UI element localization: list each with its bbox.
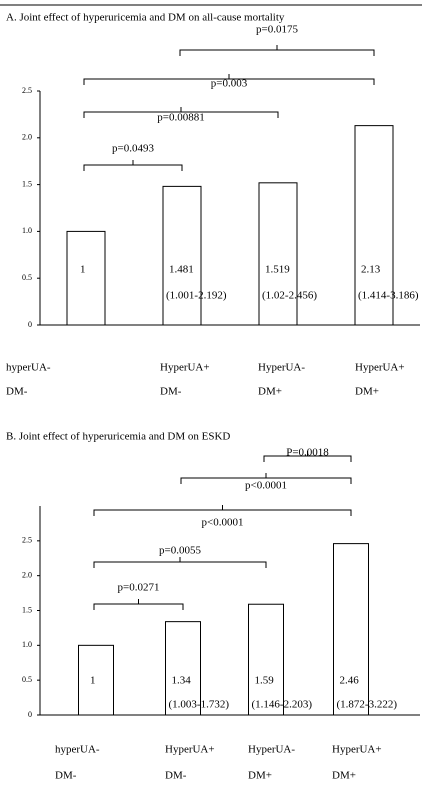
y-tick-label: 1.0: [22, 640, 32, 649]
x-tick-label: DM-: [165, 770, 187, 782]
ci-label: (1.02-2.456): [262, 290, 317, 302]
value-label: 1.519: [265, 264, 290, 276]
p-value-label: p=0.0271: [118, 582, 160, 594]
bar: [78, 644, 114, 716]
x-tick-label: HyperUA-: [248, 744, 295, 756]
ci-label: (1.003-1.732): [169, 699, 230, 711]
x-tick-label: DM-: [6, 386, 28, 398]
chart-title: B. Joint effect of hyperuricemia and DM …: [6, 431, 230, 443]
p-value-label: p=0.0055: [159, 545, 201, 557]
ci-label: (1.872-3.222): [337, 699, 398, 711]
bar: [248, 603, 284, 716]
comparison-bracket: [180, 473, 352, 484]
y-tick-label: 0: [28, 710, 32, 719]
x-tick-label: hyperUA-: [6, 362, 51, 374]
value-label: 2.13: [361, 264, 381, 276]
x-tick-label: HyperUA-: [258, 362, 305, 374]
ci-label: (1.414-3.186): [358, 290, 419, 302]
y-tick-label: 2.0: [22, 570, 32, 579]
x-tick-label: DM-: [160, 386, 182, 398]
p-value-label: p=0.0175: [256, 24, 298, 36]
value-label: 1.481: [169, 264, 194, 276]
ci-label: (1.001-2.192): [166, 290, 227, 302]
x-tick-label: HyperUA+: [355, 362, 405, 374]
value-label: 1.59: [255, 675, 275, 687]
bar: [162, 185, 202, 326]
x-tick-label: DM-: [55, 770, 77, 782]
x-tick-label: HyperUA+: [332, 744, 382, 756]
bar: [165, 621, 201, 716]
y-tick-label: 2.0: [22, 133, 32, 142]
y-tick-label: 2.5: [22, 536, 32, 545]
bar: [333, 543, 369, 716]
p-value-label: p=0.003: [211, 78, 248, 90]
x-tick-label: hyperUA-: [55, 744, 100, 756]
comparison-bracket: [263, 451, 352, 462]
x-tick-label: HyperUA+: [160, 362, 210, 374]
y-tick-label: 2.5: [22, 86, 32, 95]
y-tick-label: 1.5: [22, 179, 32, 188]
p-value-label: p<0.0001: [245, 480, 287, 492]
x-tick-label: HyperUA+: [165, 744, 215, 756]
p-value-label: p<0.0001: [202, 517, 244, 529]
chart-title: A. Joint effect of hyperuricemia and DM …: [6, 12, 285, 24]
comparison-bracket: [93, 599, 184, 610]
y-tick-label: 0.5: [22, 273, 32, 282]
x-tick-label: DM+: [355, 386, 379, 398]
p-value-label: p=0.00881: [157, 112, 204, 124]
x-tick-label: DM+: [332, 770, 356, 782]
value-label: 1: [90, 675, 96, 687]
comparison-bracket: [83, 107, 279, 118]
value-label: 1: [80, 264, 86, 276]
p-value-label: p=0.0493: [112, 143, 154, 155]
y-tick-label: 0: [28, 320, 32, 329]
ci-label: (1.146-2.203): [252, 699, 313, 711]
comparison-bracket: [93, 557, 267, 568]
value-label: 1.34: [172, 675, 192, 687]
bar: [258, 182, 298, 326]
value-label: 2.46: [340, 675, 360, 687]
p-value-label: P=0.0018: [286, 447, 329, 459]
comparison-bracket: [93, 505, 352, 516]
comparison-bracket: [179, 45, 375, 56]
bar: [66, 230, 106, 326]
x-tick-label: DM+: [248, 770, 272, 782]
bar: [354, 125, 394, 326]
y-tick-label: 0.5: [22, 675, 32, 684]
y-tick-label: 1.0: [22, 226, 32, 235]
comparison-bracket: [83, 160, 183, 171]
x-tick-label: DM+: [258, 386, 282, 398]
comparison-bracket: [83, 74, 375, 85]
y-tick-label: 1.5: [22, 605, 32, 614]
